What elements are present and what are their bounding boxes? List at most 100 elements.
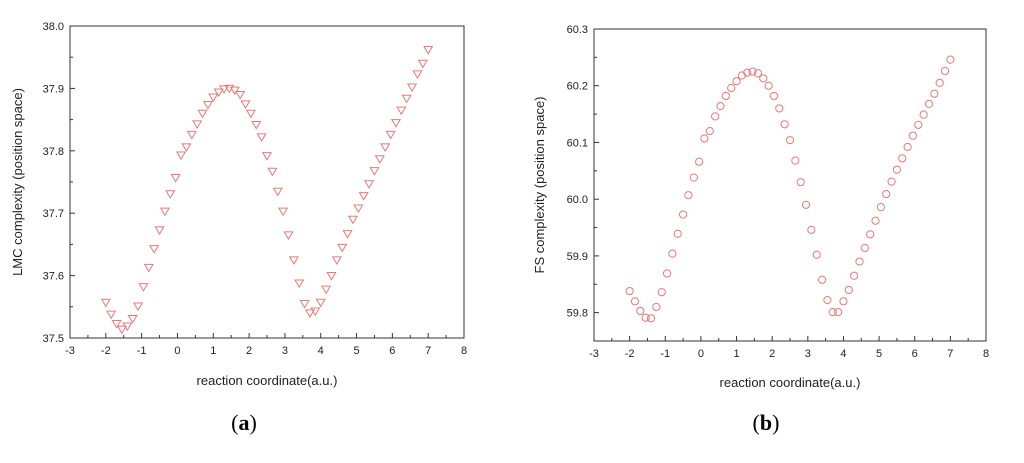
data-point-b	[743, 68, 752, 77]
data-point-a	[240, 100, 251, 109]
data-point-b	[801, 200, 811, 209]
data-point-b	[834, 307, 843, 317]
data-point-a	[315, 298, 326, 308]
y-tick-label-b: 60.0	[567, 194, 588, 206]
data-point-a	[353, 204, 364, 214]
data-point-a	[406, 83, 418, 93]
data-point-b	[807, 225, 816, 234]
data-point-b	[903, 142, 912, 152]
data-point-a	[175, 151, 187, 161]
data-point-a	[283, 231, 294, 241]
data-point-a	[337, 243, 348, 253]
data-point-a	[272, 187, 283, 197]
data-point-a	[380, 143, 391, 153]
data-point-b	[908, 131, 918, 140]
x-tick-label-a: -2	[101, 345, 111, 357]
data-point-b	[652, 302, 661, 312]
data-point-b	[850, 271, 859, 280]
data-point-b	[791, 156, 800, 165]
x-tick-label-a: -1	[137, 345, 147, 357]
data-point-a	[127, 315, 138, 324]
y-tick-label-b: 59.9	[567, 251, 588, 263]
data-point-a	[251, 120, 262, 130]
data-point-b	[748, 67, 757, 76]
data-point-b	[844, 285, 853, 295]
data-point-b	[684, 191, 693, 200]
y-tick-label-b: 60.2	[567, 81, 588, 93]
data-point-a	[159, 207, 170, 217]
data-point-a	[181, 143, 192, 153]
ticks-a: -3 -2 -1 0 1 2 3 4 5 6 7 8 37.5 37.6 37.7 37.8 37.9 38.0	[43, 21, 467, 357]
panel-label-a: (a)	[231, 410, 257, 435]
data-point-a	[326, 271, 337, 281]
data-point-a	[385, 130, 396, 140]
data-point-b	[866, 230, 875, 239]
data-point-b	[657, 288, 666, 297]
y-tick-label-a: 38.0	[43, 21, 64, 33]
data-point-a	[321, 285, 332, 295]
data-point-b	[876, 203, 885, 212]
panel-label-b: (b)	[753, 410, 780, 435]
y-tick-label-a: 37.7	[43, 208, 64, 220]
data-point-a	[165, 190, 176, 199]
x-tick-label-a: 0	[174, 345, 180, 357]
data-point-a	[358, 192, 369, 201]
data-point-b	[727, 83, 736, 93]
data-point-a	[417, 59, 428, 69]
data-point-a	[278, 207, 289, 217]
data-point-a	[396, 106, 407, 116]
data-point-a	[116, 325, 128, 335]
x-tick-label-b: 2	[769, 348, 775, 360]
data-point-a	[186, 130, 197, 140]
data-point-a	[218, 85, 230, 95]
data-point-b	[828, 307, 837, 317]
x-tick-label-b: 1	[733, 348, 739, 360]
data-point-a	[299, 300, 310, 309]
data-point-b	[764, 81, 773, 90]
data-point-b	[732, 77, 741, 86]
x-tick-label-a: 7	[425, 345, 431, 357]
data-point-a	[111, 319, 122, 329]
x-axis-title-a: reaction coordinate(a.u.)	[197, 373, 338, 388]
data-point-b	[839, 297, 848, 306]
x-tick-label-b: 7	[947, 348, 953, 360]
data-point-b	[759, 74, 768, 83]
data-point-b	[716, 102, 725, 111]
marks-b	[625, 55, 955, 323]
data-point-b	[641, 313, 650, 322]
data-point-b	[914, 120, 923, 129]
y-tick-label-b: 60.1	[567, 137, 588, 149]
data-point-a	[294, 279, 305, 289]
y-tick-label-a: 37.5	[43, 333, 64, 345]
data-point-a	[331, 256, 342, 265]
data-point-b	[700, 134, 709, 143]
x-tick-label-b: -3	[589, 348, 599, 360]
x-tick-label-a: 2	[246, 345, 252, 357]
data-point-a	[192, 120, 203, 129]
marks-a	[100, 46, 434, 335]
data-point-b	[785, 136, 795, 145]
data-point-a	[202, 100, 213, 110]
data-point-b	[753, 69, 763, 78]
data-point-b	[695, 157, 704, 166]
data-point-b	[930, 89, 939, 98]
x-tick-label-b: -1	[660, 348, 670, 360]
data-point-a	[100, 298, 111, 308]
data-point-b	[892, 165, 902, 174]
data-point-b	[673, 229, 682, 238]
x-tick-label-b: 6	[912, 348, 918, 360]
y-axis-title-a: LMC complexity (position space)	[10, 88, 25, 276]
data-point-a	[149, 245, 160, 254]
data-point-a	[213, 88, 224, 98]
data-point-b	[668, 249, 677, 258]
data-point-a	[423, 46, 434, 55]
data-point-b	[823, 296, 832, 305]
data-point-a	[412, 70, 423, 80]
x-tick-label-b: -2	[625, 348, 635, 360]
data-point-b	[935, 78, 944, 87]
data-point-a	[310, 307, 321, 317]
data-point-a	[138, 283, 149, 292]
data-point-a	[229, 86, 240, 96]
x-tick-label-b: 0	[698, 348, 704, 360]
